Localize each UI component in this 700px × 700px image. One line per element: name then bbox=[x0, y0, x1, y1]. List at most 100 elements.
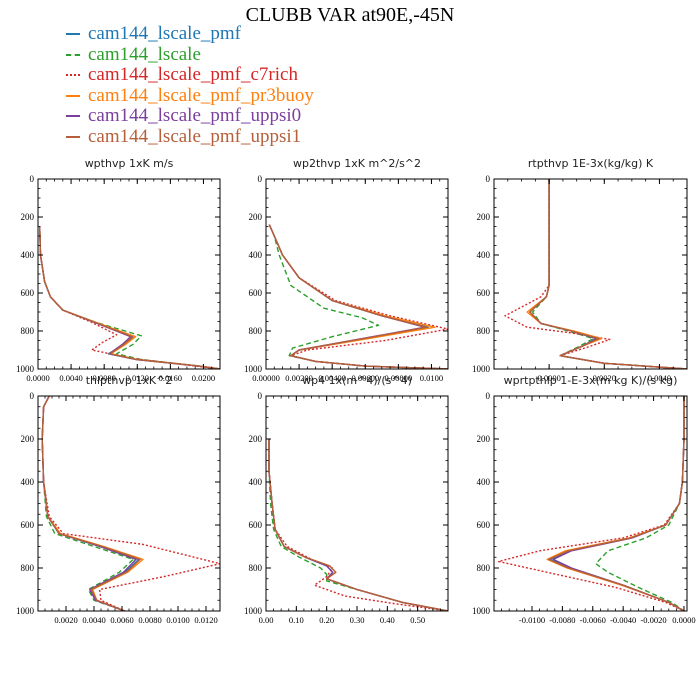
x-tick-label: 0.0060 bbox=[110, 615, 133, 625]
subplot: rtpthvp 1E-3x(kg/kg) K 0 200 400 600 800 1000 0… bbox=[472, 157, 688, 383]
legend-label: cam144_lscale bbox=[88, 43, 201, 65]
y-tick-label: 200 bbox=[477, 212, 491, 222]
series-line bbox=[552, 396, 685, 611]
subplot-title: thlpthvp 1xK^2 bbox=[86, 374, 173, 387]
series-line bbox=[268, 224, 448, 369]
y-tick-label: 200 bbox=[477, 434, 491, 444]
series-line bbox=[39, 226, 220, 369]
figure-title: CLUBB VAR at90E,-45N bbox=[245, 4, 455, 26]
y-tick-label: 200 bbox=[21, 434, 35, 444]
y-tick-label: 800 bbox=[249, 563, 263, 573]
legend-swatch bbox=[66, 115, 80, 117]
x-tick-label: 0.10 bbox=[289, 615, 304, 625]
y-tick-label: 800 bbox=[21, 563, 35, 573]
y-tick-label: 400 bbox=[477, 250, 491, 260]
series-line bbox=[268, 439, 448, 611]
legend-item: cam144_lscale_pmf_uppsi0 bbox=[66, 106, 301, 126]
series-line bbox=[41, 396, 134, 611]
series-line bbox=[39, 226, 220, 369]
y-tick-label: 1000 bbox=[244, 606, 263, 616]
y-tick-label: 800 bbox=[477, 563, 491, 573]
series-line bbox=[548, 396, 685, 611]
series-line bbox=[39, 226, 220, 369]
y-tick-label: 400 bbox=[249, 477, 263, 487]
subplot: wprtpthlp 1-E-3x(m kg K)/(s kg) 0 200 400 60… bbox=[472, 374, 696, 625]
series-group bbox=[497, 396, 685, 611]
x-tick-label: -0.0060 bbox=[580, 615, 606, 625]
y-tick-label: 800 bbox=[477, 326, 491, 336]
y-tick-label: 600 bbox=[21, 288, 35, 298]
y-tick-label: 400 bbox=[21, 250, 35, 260]
series-line bbox=[268, 224, 448, 369]
subplot-title: wp4 1x(m^4)/(s^4) bbox=[302, 374, 412, 387]
y-tick-label: 600 bbox=[477, 520, 491, 530]
series-group bbox=[268, 224, 448, 369]
x-tick-label: 0.00200 bbox=[285, 373, 313, 383]
legend-swatch bbox=[66, 94, 80, 97]
x-tick-label: 0.0200 bbox=[192, 373, 215, 383]
x-tick-label: 0.20 bbox=[319, 615, 334, 625]
legend-swatch bbox=[66, 53, 80, 56]
legend-label: cam144_lscale_pmf_c7rich bbox=[88, 64, 298, 85]
series-line bbox=[41, 396, 144, 611]
series-line bbox=[268, 224, 448, 369]
series-line bbox=[595, 396, 685, 611]
legend-label: cam144_lscale_pmf_pr3buoy bbox=[88, 84, 314, 106]
series-line bbox=[41, 396, 220, 611]
y-tick-label: 600 bbox=[477, 288, 491, 298]
y-tick-label: 200 bbox=[249, 434, 263, 444]
y-tick-label: 1000 bbox=[472, 364, 491, 374]
x-tick-label: 0.00400 bbox=[318, 373, 346, 383]
series-line bbox=[497, 396, 685, 611]
x-tick-label: 0.00800 bbox=[385, 373, 413, 383]
series-line bbox=[529, 179, 687, 369]
series-line bbox=[39, 226, 220, 369]
y-tick-label: 400 bbox=[21, 477, 35, 487]
plot-frame bbox=[493, 395, 688, 612]
x-tick-label: 0.0120 bbox=[194, 615, 217, 625]
series-line bbox=[39, 226, 220, 369]
y-tick-label: 0 bbox=[486, 391, 491, 401]
series-line bbox=[268, 224, 448, 369]
subplot-title: wp2thvp 1xK m^2/s^2 bbox=[293, 157, 421, 170]
y-tick-label: 0 bbox=[486, 174, 491, 184]
series-group bbox=[39, 226, 220, 369]
x-tick-label: 0.0000 bbox=[26, 373, 49, 383]
y-tick-label: 0 bbox=[258, 391, 263, 401]
legend-label: cam144_lscale_pmf_uppsi0 bbox=[88, 105, 302, 126]
series-line bbox=[268, 439, 448, 611]
series-line bbox=[268, 224, 448, 369]
x-tick-label: 0.0100 bbox=[166, 615, 189, 625]
x-tick-label: 0.0020 bbox=[54, 615, 77, 625]
y-tick-label: 0 bbox=[30, 174, 35, 184]
subplot: wp2thvp 1xK m^2/s^2020040060080010000.00… bbox=[244, 157, 449, 383]
series-line bbox=[529, 179, 687, 369]
legend-item: cam144_lscale bbox=[66, 43, 201, 65]
y-tick-label: 400 bbox=[249, 250, 263, 260]
legend-item: cam144_lscale_pmf bbox=[66, 24, 241, 44]
y-tick-label: 800 bbox=[249, 326, 263, 336]
y-tick-label: 200 bbox=[21, 212, 35, 222]
series-line bbox=[549, 396, 685, 611]
y-tick-label: 600 bbox=[249, 288, 263, 298]
y-tick-label: 600 bbox=[21, 520, 35, 530]
plot-frame bbox=[37, 395, 221, 612]
subplot-title: rtpthvp 1E-3x(kg/kg) K bbox=[528, 157, 654, 170]
x-tick-label: -0.0040 bbox=[610, 615, 636, 625]
y-tick-label: 200 bbox=[249, 212, 263, 222]
x-tick-label: 0.50 bbox=[410, 615, 425, 625]
y-tick-label: 1000 bbox=[16, 364, 35, 374]
series-group bbox=[504, 179, 687, 369]
x-tick-label: 0.0040 bbox=[59, 373, 82, 383]
legend-label: cam144_lscale_pmf_uppsi1 bbox=[88, 125, 302, 147]
x-tick-label: 0.40 bbox=[380, 615, 395, 625]
series-line bbox=[41, 396, 137, 611]
x-tick-label: 0.00000 bbox=[252, 373, 280, 383]
x-tick-label: 0.0040 bbox=[82, 615, 105, 625]
y-tick-label: 400 bbox=[477, 477, 491, 487]
legend-item: cam144_lscale_pmf_pr3buoy bbox=[66, 84, 314, 106]
